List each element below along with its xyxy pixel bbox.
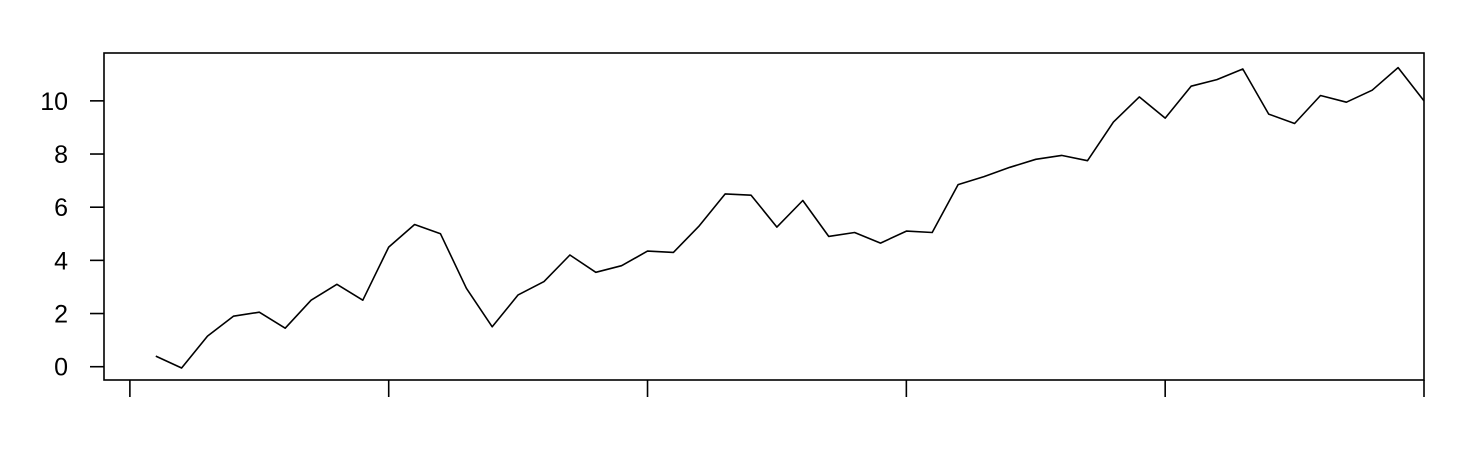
y-axis: 0 2 4 6 8 10	[40, 88, 104, 382]
y-tick-label: 6	[54, 194, 68, 222]
y-tick-label: 10	[40, 88, 68, 116]
plot-frame	[103, 52, 1425, 381]
x-axis	[129, 380, 1425, 397]
series-line	[155, 66, 1425, 369]
y-tick-label: 2	[54, 301, 68, 329]
y-tick-label: 4	[54, 247, 68, 275]
y-tick-label: 0	[54, 354, 68, 382]
y-tick-label: 8	[54, 141, 68, 169]
